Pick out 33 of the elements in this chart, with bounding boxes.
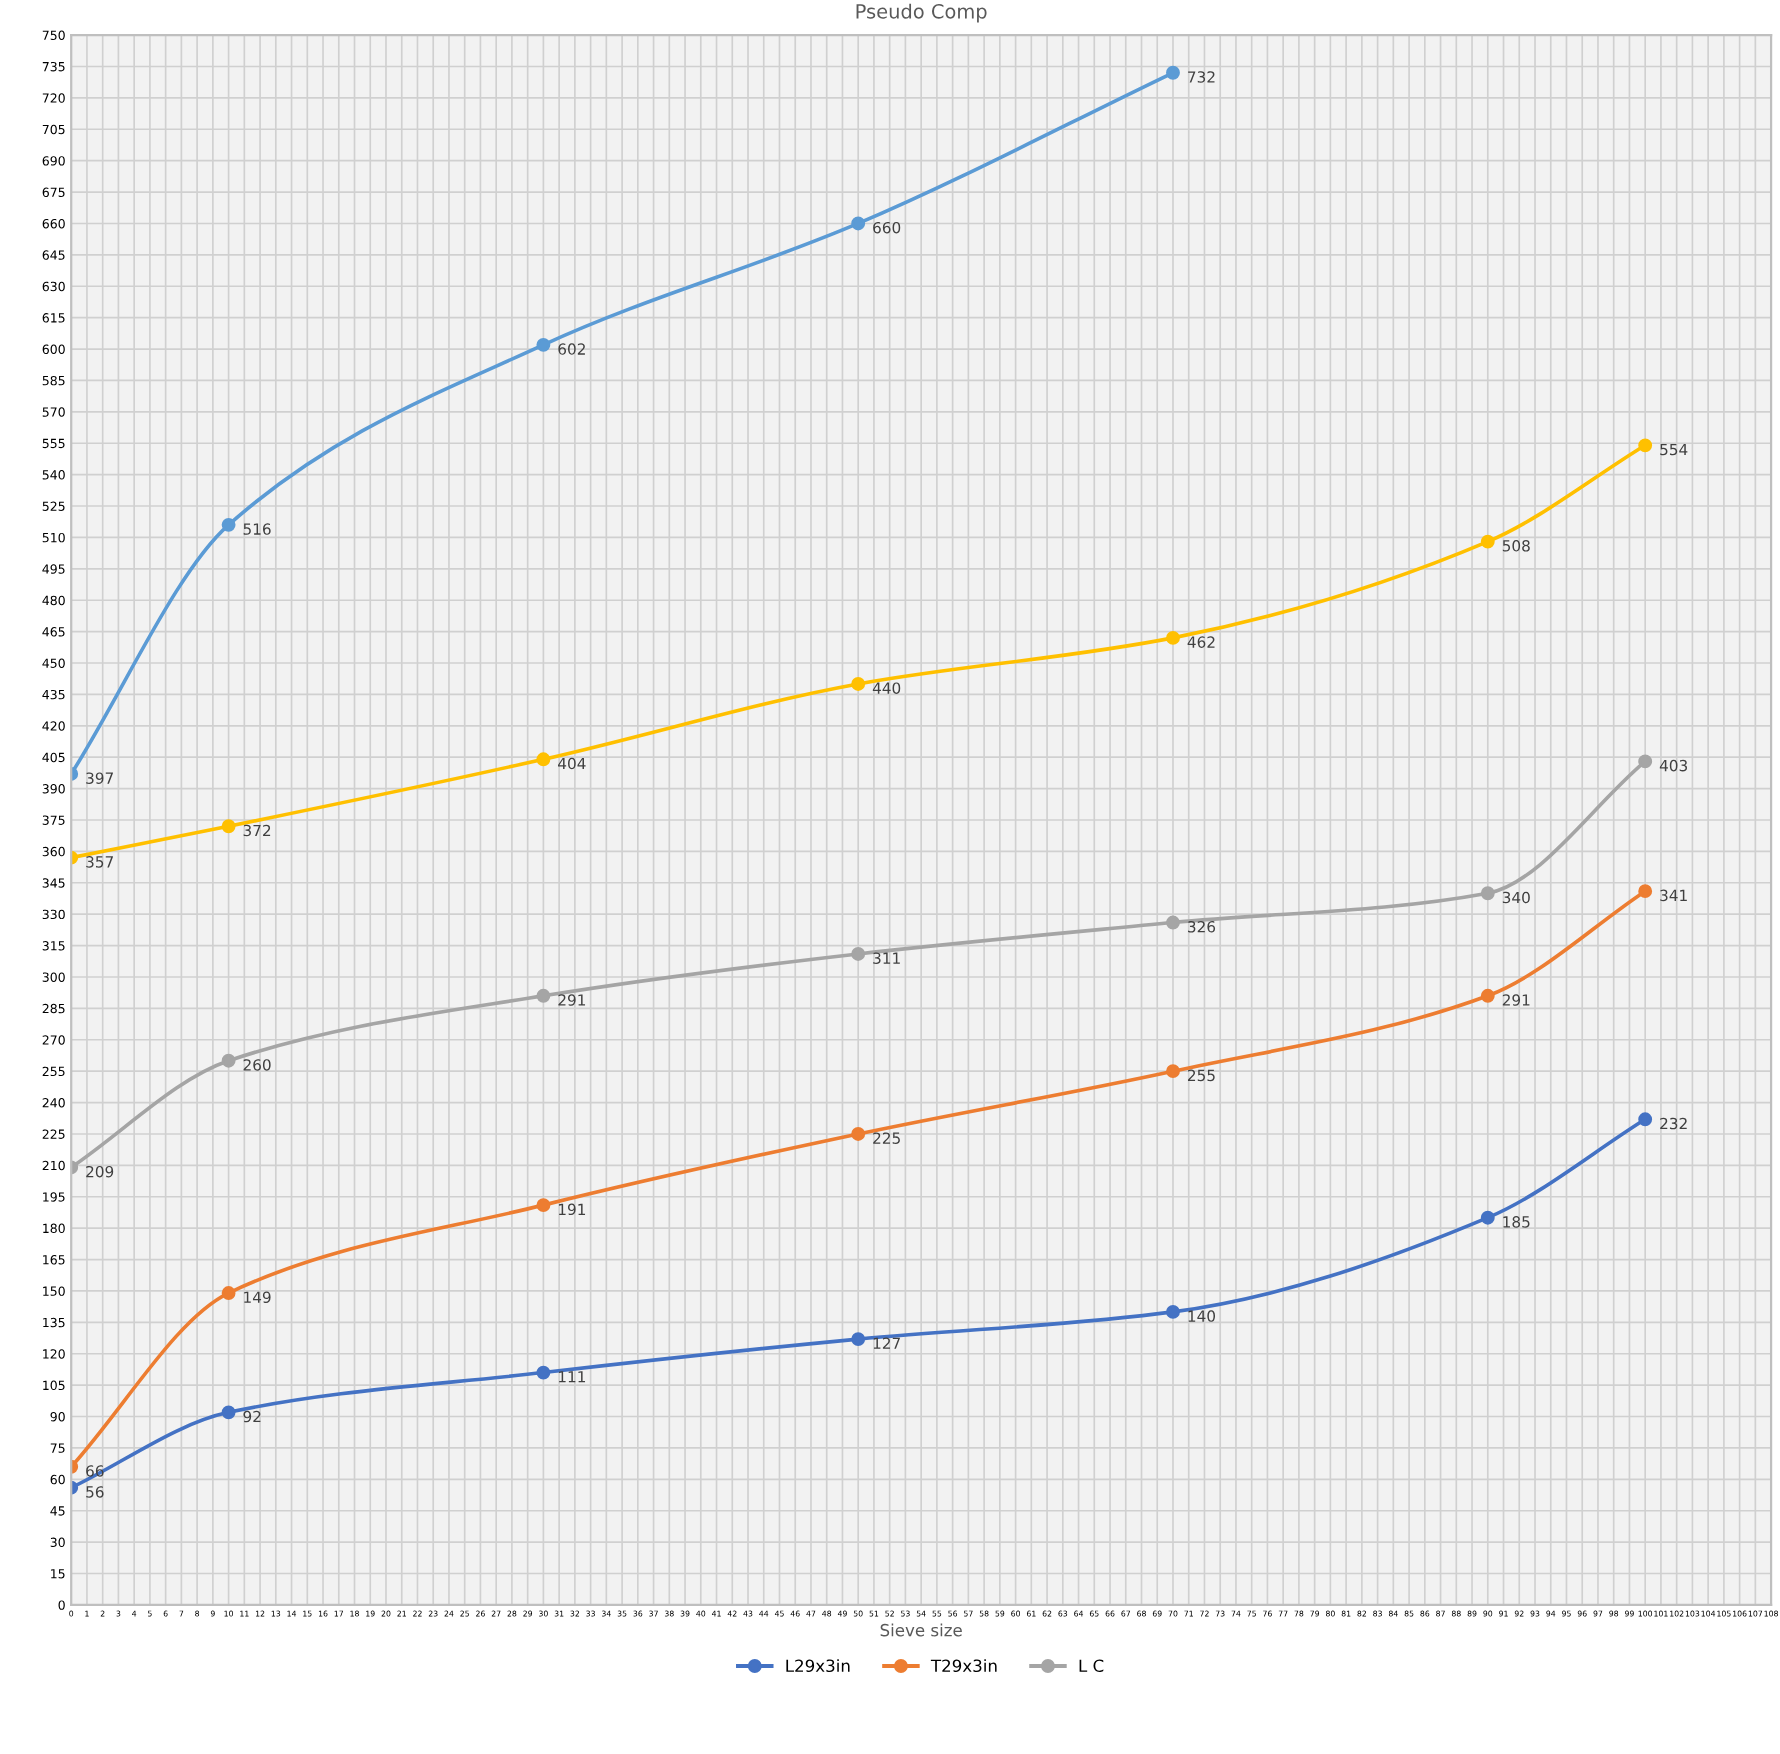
legend-label: L29x3in xyxy=(786,1659,850,1673)
point xyxy=(851,1332,866,1347)
legend-label: L C xyxy=(1079,1659,1104,1673)
point xyxy=(536,1198,551,1213)
point xyxy=(221,819,236,834)
point xyxy=(1638,1112,1653,1127)
point xyxy=(851,216,866,231)
point xyxy=(221,1286,236,1300)
chart-title: Pseudo Comp xyxy=(856,3,987,23)
legend-label: T29x3in xyxy=(930,1659,997,1673)
point xyxy=(1480,886,1495,901)
point xyxy=(221,1053,236,1068)
point xyxy=(1638,438,1653,453)
point xyxy=(1166,1064,1180,1079)
point xyxy=(1638,754,1653,769)
point xyxy=(1480,988,1495,1003)
point xyxy=(221,517,236,532)
x-axis-title: Sieve size xyxy=(880,1623,962,1637)
point xyxy=(851,947,866,961)
point xyxy=(851,677,866,691)
point xyxy=(536,1365,551,1380)
point xyxy=(221,1405,236,1420)
point xyxy=(1638,884,1653,899)
point xyxy=(1166,630,1180,645)
point xyxy=(536,752,551,767)
point xyxy=(1166,65,1180,80)
point xyxy=(851,1127,866,1141)
point xyxy=(1480,534,1495,549)
point xyxy=(1166,915,1180,930)
point xyxy=(536,337,551,352)
point xyxy=(536,988,551,1003)
point xyxy=(1166,1304,1180,1319)
point xyxy=(1480,1210,1495,1225)
